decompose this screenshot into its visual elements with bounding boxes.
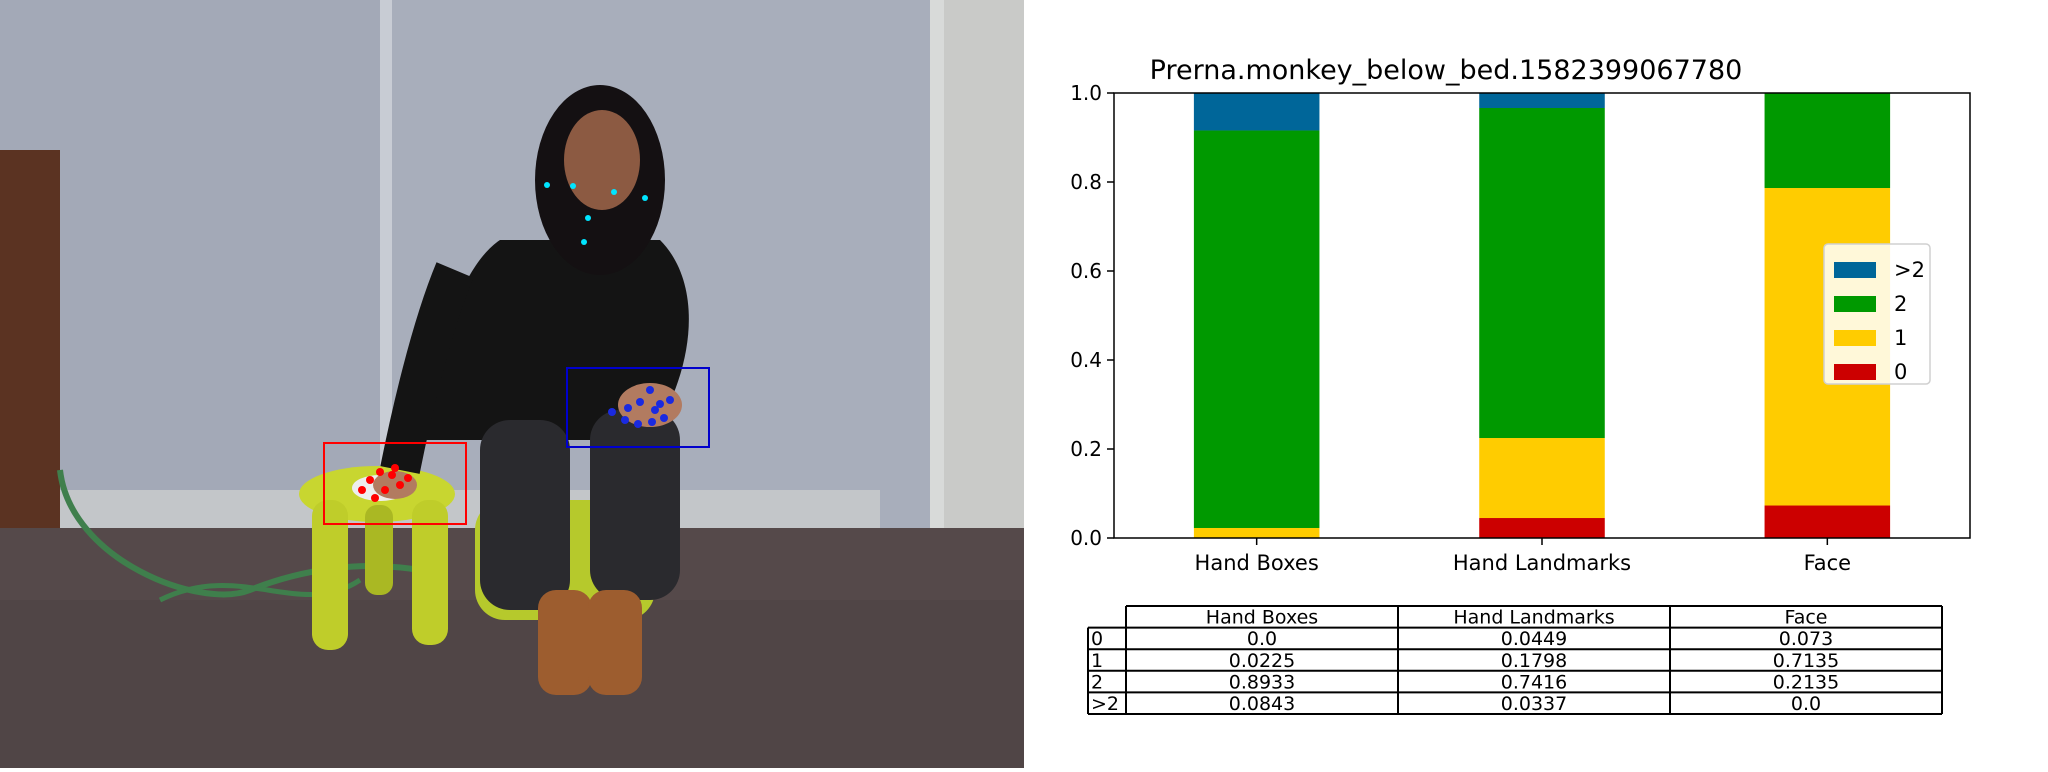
bar-segment-hand-landmarks-2 — [1479, 107, 1605, 439]
legend: >2 2 1 0 — [1823, 243, 1931, 385]
y-tick-label: 0.0 — [1070, 526, 1102, 550]
table-row-label: 2 — [1091, 671, 1103, 693]
x-tick-label: Face — [1804, 551, 1852, 575]
chart-panel: Prerna.monkey_below_bed.1582399067780 0.… — [1024, 0, 2048, 768]
bars-layer — [1193, 92, 1891, 538]
bar-segment-face-2 — [1764, 93, 1891, 189]
bar-segment-hand-landmarks-0 — [1479, 518, 1605, 538]
bar-segment-hand-boxes-gt2 — [1193, 92, 1320, 131]
table-cell: 0.1798 — [1501, 650, 1567, 672]
legend-box — [1823, 243, 1931, 385]
y-axis: 0.0 0.2 0.4 0.6 0.8 1.0 — [1070, 81, 1114, 550]
table-column-header: Hand Boxes — [1206, 607, 1318, 629]
legend-swatch — [1834, 262, 1876, 278]
table-cell: 0.8933 — [1229, 671, 1295, 693]
table-cell: 0.073 — [1779, 628, 1833, 650]
video-frame-photo — [0, 0, 1024, 768]
table-column-header: Hand Landmarks — [1453, 607, 1614, 629]
table-cell: 0.7135 — [1773, 650, 1839, 672]
photo-illustration — [0, 0, 1024, 768]
table-row-label: 1 — [1091, 650, 1103, 672]
legend-swatch — [1834, 330, 1876, 346]
y-tick-label: 0.6 — [1070, 259, 1102, 283]
table-cell: 0.0 — [1791, 693, 1821, 715]
table-cell: 0.0449 — [1501, 628, 1567, 650]
x-tick-label: Hand Landmarks — [1453, 551, 1631, 575]
bar-segment-hand-landmarks-gt2 — [1479, 93, 1605, 108]
table-cell: 0.0225 — [1229, 650, 1295, 672]
table-cell: 0.0 — [1247, 628, 1277, 650]
table-cell: 0.0843 — [1229, 693, 1295, 715]
y-tick-label: 0.4 — [1070, 348, 1102, 372]
bar-segment-hand-landmarks-1 — [1479, 438, 1605, 519]
legend-swatch — [1834, 364, 1876, 380]
legend-label: >2 — [1894, 258, 1925, 282]
table-row-label: 0 — [1091, 628, 1103, 650]
y-tick-label: 1.0 — [1070, 81, 1102, 105]
table-cell: 0.7416 — [1501, 671, 1567, 693]
table-cell: 0.0337 — [1501, 693, 1567, 715]
legend-label: 2 — [1894, 292, 1907, 316]
stacked-bar-chart: Prerna.monkey_below_bed.1582399067780 0.… — [1070, 55, 1971, 715]
legend-label: 1 — [1894, 326, 1907, 350]
bar-segment-hand-boxes-1 — [1193, 527, 1320, 538]
table-column-header: Face — [1785, 607, 1828, 629]
bar-segment-hand-boxes-2 — [1193, 130, 1320, 528]
y-tick-label: 0.8 — [1070, 170, 1102, 194]
x-axis: Hand Boxes Hand Landmarks Face — [1195, 538, 1852, 575]
bar-segment-face-0 — [1764, 505, 1891, 538]
table-row-label: >2 — [1091, 693, 1119, 715]
legend-swatch — [1834, 296, 1876, 312]
x-tick-label: Hand Boxes — [1195, 551, 1319, 575]
y-tick-label: 0.2 — [1070, 437, 1102, 461]
table-cell: 0.2135 — [1773, 671, 1839, 693]
legend-label: 0 — [1894, 360, 1907, 384]
chart-title: Prerna.monkey_below_bed.1582399067780 — [1150, 55, 1743, 86]
